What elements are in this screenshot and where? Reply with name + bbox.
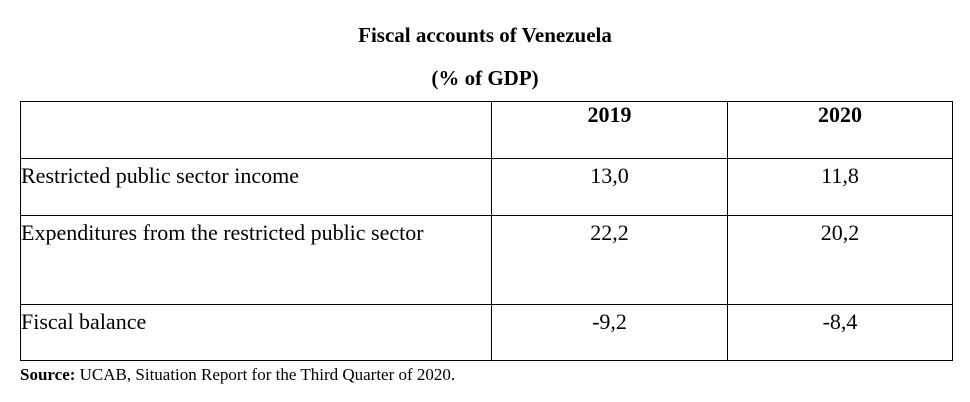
- value-cell-2020: -8,4: [727, 304, 953, 361]
- table-row: Expenditures from the restricted public …: [20, 215, 953, 305]
- table-subtitle: (% of GDP): [431, 66, 539, 90]
- column-header-2019: 2019: [491, 101, 728, 159]
- column-header-2020: 2020: [727, 101, 953, 159]
- table-row: Restricted public sector income 13,0 11,…: [20, 158, 953, 216]
- value-cell-2019: 13,0: [491, 158, 728, 216]
- value-cell-2019: -9,2: [491, 304, 728, 361]
- source-text: UCAB, Situation Report for the Third Qua…: [75, 365, 456, 384]
- table-row: Fiscal balance -9,2 -8,4: [20, 304, 953, 361]
- table-title: Fiscal accounts of Venezuela: [358, 23, 612, 47]
- value-cell-2019: 22,2: [491, 215, 728, 305]
- corner-cell: [20, 101, 492, 159]
- value-cell-2020: 11,8: [727, 158, 953, 216]
- value-cell-2020: 20,2: [727, 215, 953, 305]
- table-header-row: 2019 2020: [20, 101, 953, 159]
- row-label: Expenditures from the restricted public …: [20, 215, 492, 305]
- source-label: Source:: [20, 365, 76, 384]
- row-label: Fiscal balance: [20, 304, 492, 361]
- row-label: Restricted public sector income: [20, 158, 492, 216]
- fiscal-accounts-table: 2019 2020 Restricted public sector incom…: [20, 101, 953, 361]
- source-note: Source: UCAB, Situation Report for the T…: [20, 365, 455, 385]
